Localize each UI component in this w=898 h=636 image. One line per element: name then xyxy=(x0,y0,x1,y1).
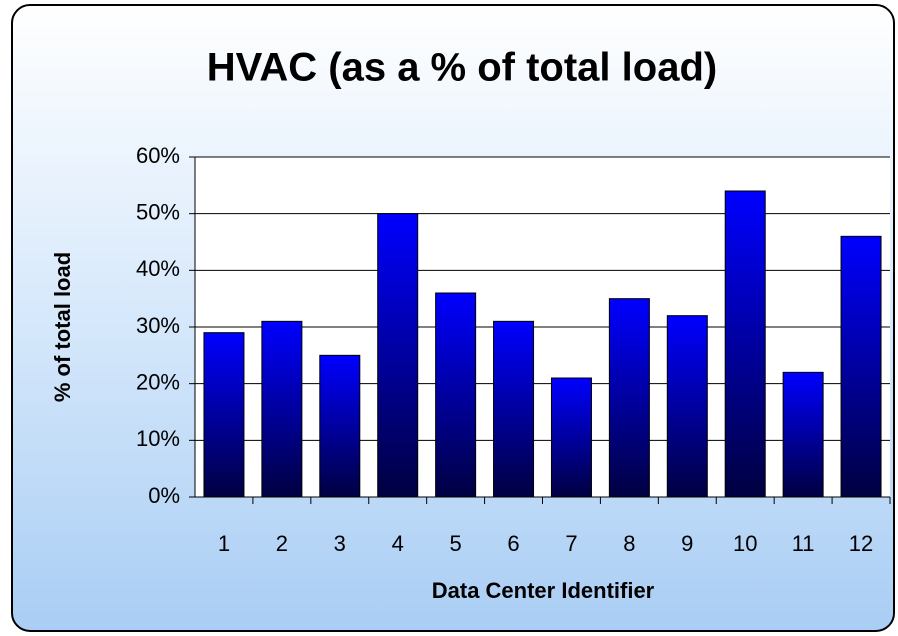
y-tick-label: 0% xyxy=(148,483,180,508)
bar xyxy=(608,298,650,498)
bar xyxy=(319,354,361,498)
bar xyxy=(377,213,419,498)
bar xyxy=(840,235,882,498)
bar xyxy=(724,190,766,498)
x-tick-label: 1 xyxy=(218,531,230,556)
x-tick-label: 8 xyxy=(623,531,635,556)
bar xyxy=(493,320,535,498)
bar xyxy=(203,332,245,498)
x-tick-label: 6 xyxy=(507,531,519,556)
x-tick-label: 9 xyxy=(681,531,693,556)
y-tick-label: 50% xyxy=(136,199,180,224)
x-tick-label: 3 xyxy=(334,531,346,556)
x-tick-label: 5 xyxy=(450,531,462,556)
x-tick-label: 4 xyxy=(392,531,404,556)
bar xyxy=(261,320,303,498)
y-tick-label: 40% xyxy=(136,256,180,281)
bar xyxy=(666,315,708,498)
bar xyxy=(435,292,477,498)
x-tick-label: 7 xyxy=(565,531,577,556)
x-tick-label: 2 xyxy=(276,531,288,556)
y-tick-label: 10% xyxy=(136,426,180,451)
bar xyxy=(550,377,592,498)
bar xyxy=(782,371,824,498)
chart-title: HVAC (as a % of total load) xyxy=(207,46,717,90)
y-tick-label: 20% xyxy=(136,369,180,394)
x-tick-label: 10 xyxy=(733,531,757,556)
y-tick-label: 60% xyxy=(136,143,180,168)
y-axis-title: % of total load xyxy=(50,252,75,402)
x-tick-label: 12 xyxy=(849,531,873,556)
x-axis-title: Data Center Identifier xyxy=(432,578,655,603)
x-tick-label: 11 xyxy=(792,531,815,556)
y-tick-label: 30% xyxy=(136,313,180,338)
